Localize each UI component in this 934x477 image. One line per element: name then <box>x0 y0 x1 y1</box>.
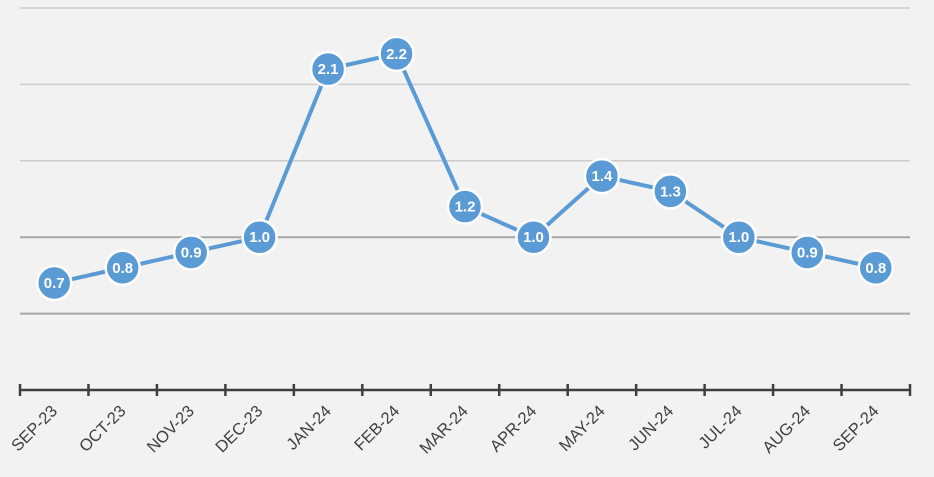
data-label: 0.9 <box>181 244 202 261</box>
x-tick-label: FEB-24 <box>351 402 403 454</box>
x-tick-label: JUN-24 <box>625 402 677 454</box>
data-point <box>309 50 347 88</box>
x-axis <box>18 384 912 396</box>
x-tick-label: DEC-23 <box>212 402 266 456</box>
x-tick-label: JUL-24 <box>695 402 745 452</box>
gridlines <box>20 7 910 315</box>
x-tick-label: MAY-24 <box>556 402 609 455</box>
x-tick-label: OCT-23 <box>76 402 130 456</box>
data-point <box>378 35 415 73</box>
data-point <box>172 234 210 271</box>
data-label: 1.3 <box>660 183 681 200</box>
series: 0.7 0.8 0.9 1.0 2.1 2.2 1.2 1.0 1.4 1.3 1.0 0.9 0.8 <box>35 35 895 302</box>
x-tick-label: AUG-24 <box>759 402 814 457</box>
data-point <box>583 157 621 195</box>
x-tick-label: SEP-23 <box>8 402 61 455</box>
x-tick-label: JAN-24 <box>283 402 335 454</box>
data-label: 1.0 <box>728 229 749 246</box>
data-label: 0.8 <box>112 260 133 277</box>
data-label: 0.8 <box>865 260 886 277</box>
data-point <box>104 249 141 287</box>
data-label: 1.4 <box>591 168 613 185</box>
data-label: 1.0 <box>249 229 270 246</box>
x-tick-label: MAR-24 <box>416 402 472 458</box>
data-point <box>720 218 758 256</box>
data-label: 0.7 <box>44 275 65 292</box>
data-point <box>35 264 73 302</box>
data-label: 1.2 <box>455 199 476 216</box>
data-label: 1.0 <box>523 229 544 246</box>
data-label: 2.1 <box>318 61 339 78</box>
x-tick-labels: SEP-23 OCT-23 NOV-23 DEC-23 JAN-24 FEB-24 MAR-… <box>8 402 882 458</box>
x-tick-label: APR-24 <box>487 402 541 456</box>
data-point <box>857 249 895 287</box>
data-point <box>652 173 689 210</box>
x-tick-label: NOV-23 <box>144 402 198 456</box>
data-point <box>241 218 278 256</box>
data-label: 2.2 <box>386 46 407 63</box>
data-point <box>789 234 826 271</box>
data-point <box>515 218 552 256</box>
data-point <box>446 188 484 225</box>
data-label: 0.9 <box>797 244 818 261</box>
x-tick-label: SEP-24 <box>830 402 883 455</box>
